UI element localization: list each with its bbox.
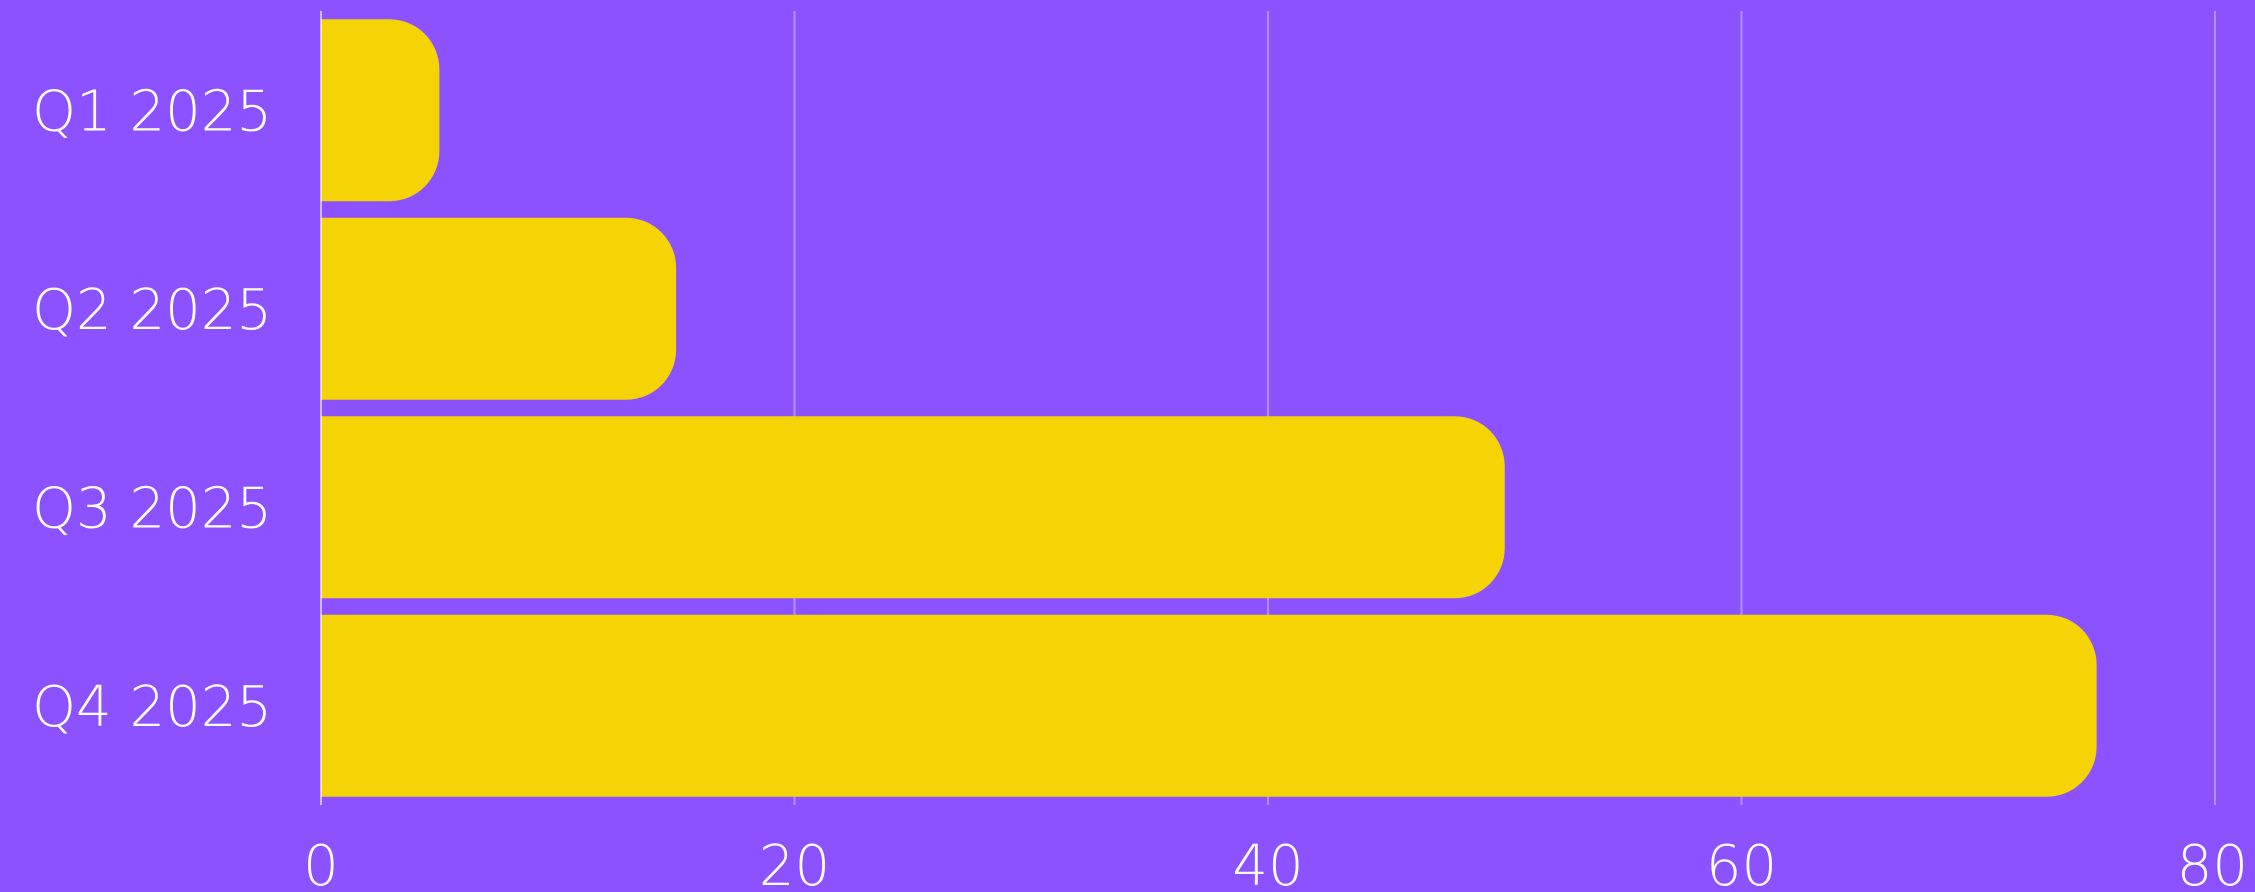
bar-q3-2025 bbox=[321, 416, 1505, 599]
x-tick-label: 20 bbox=[759, 834, 830, 892]
category-label: Q1 2025 bbox=[32, 79, 272, 144]
bar-q4-2025 bbox=[321, 614, 2097, 797]
category-labels: Q1 2025 Q2 2025 Q3 2025 Q4 2025 bbox=[32, 79, 272, 740]
bar-q1-2025 bbox=[321, 19, 440, 202]
bars bbox=[321, 19, 2097, 797]
x-tick-label: 60 bbox=[1706, 834, 1777, 892]
category-label: Q3 2025 bbox=[32, 476, 272, 541]
x-tick-label: 0 bbox=[303, 834, 339, 892]
x-tick-label: 40 bbox=[1232, 834, 1303, 892]
bar-q2-2025 bbox=[321, 217, 677, 400]
x-tick-labels: 0 20 40 60 80 bbox=[303, 834, 2248, 892]
category-label: Q2 2025 bbox=[32, 278, 272, 343]
x-tick-label: 80 bbox=[2177, 834, 2248, 892]
category-label: Q4 2025 bbox=[32, 675, 272, 740]
